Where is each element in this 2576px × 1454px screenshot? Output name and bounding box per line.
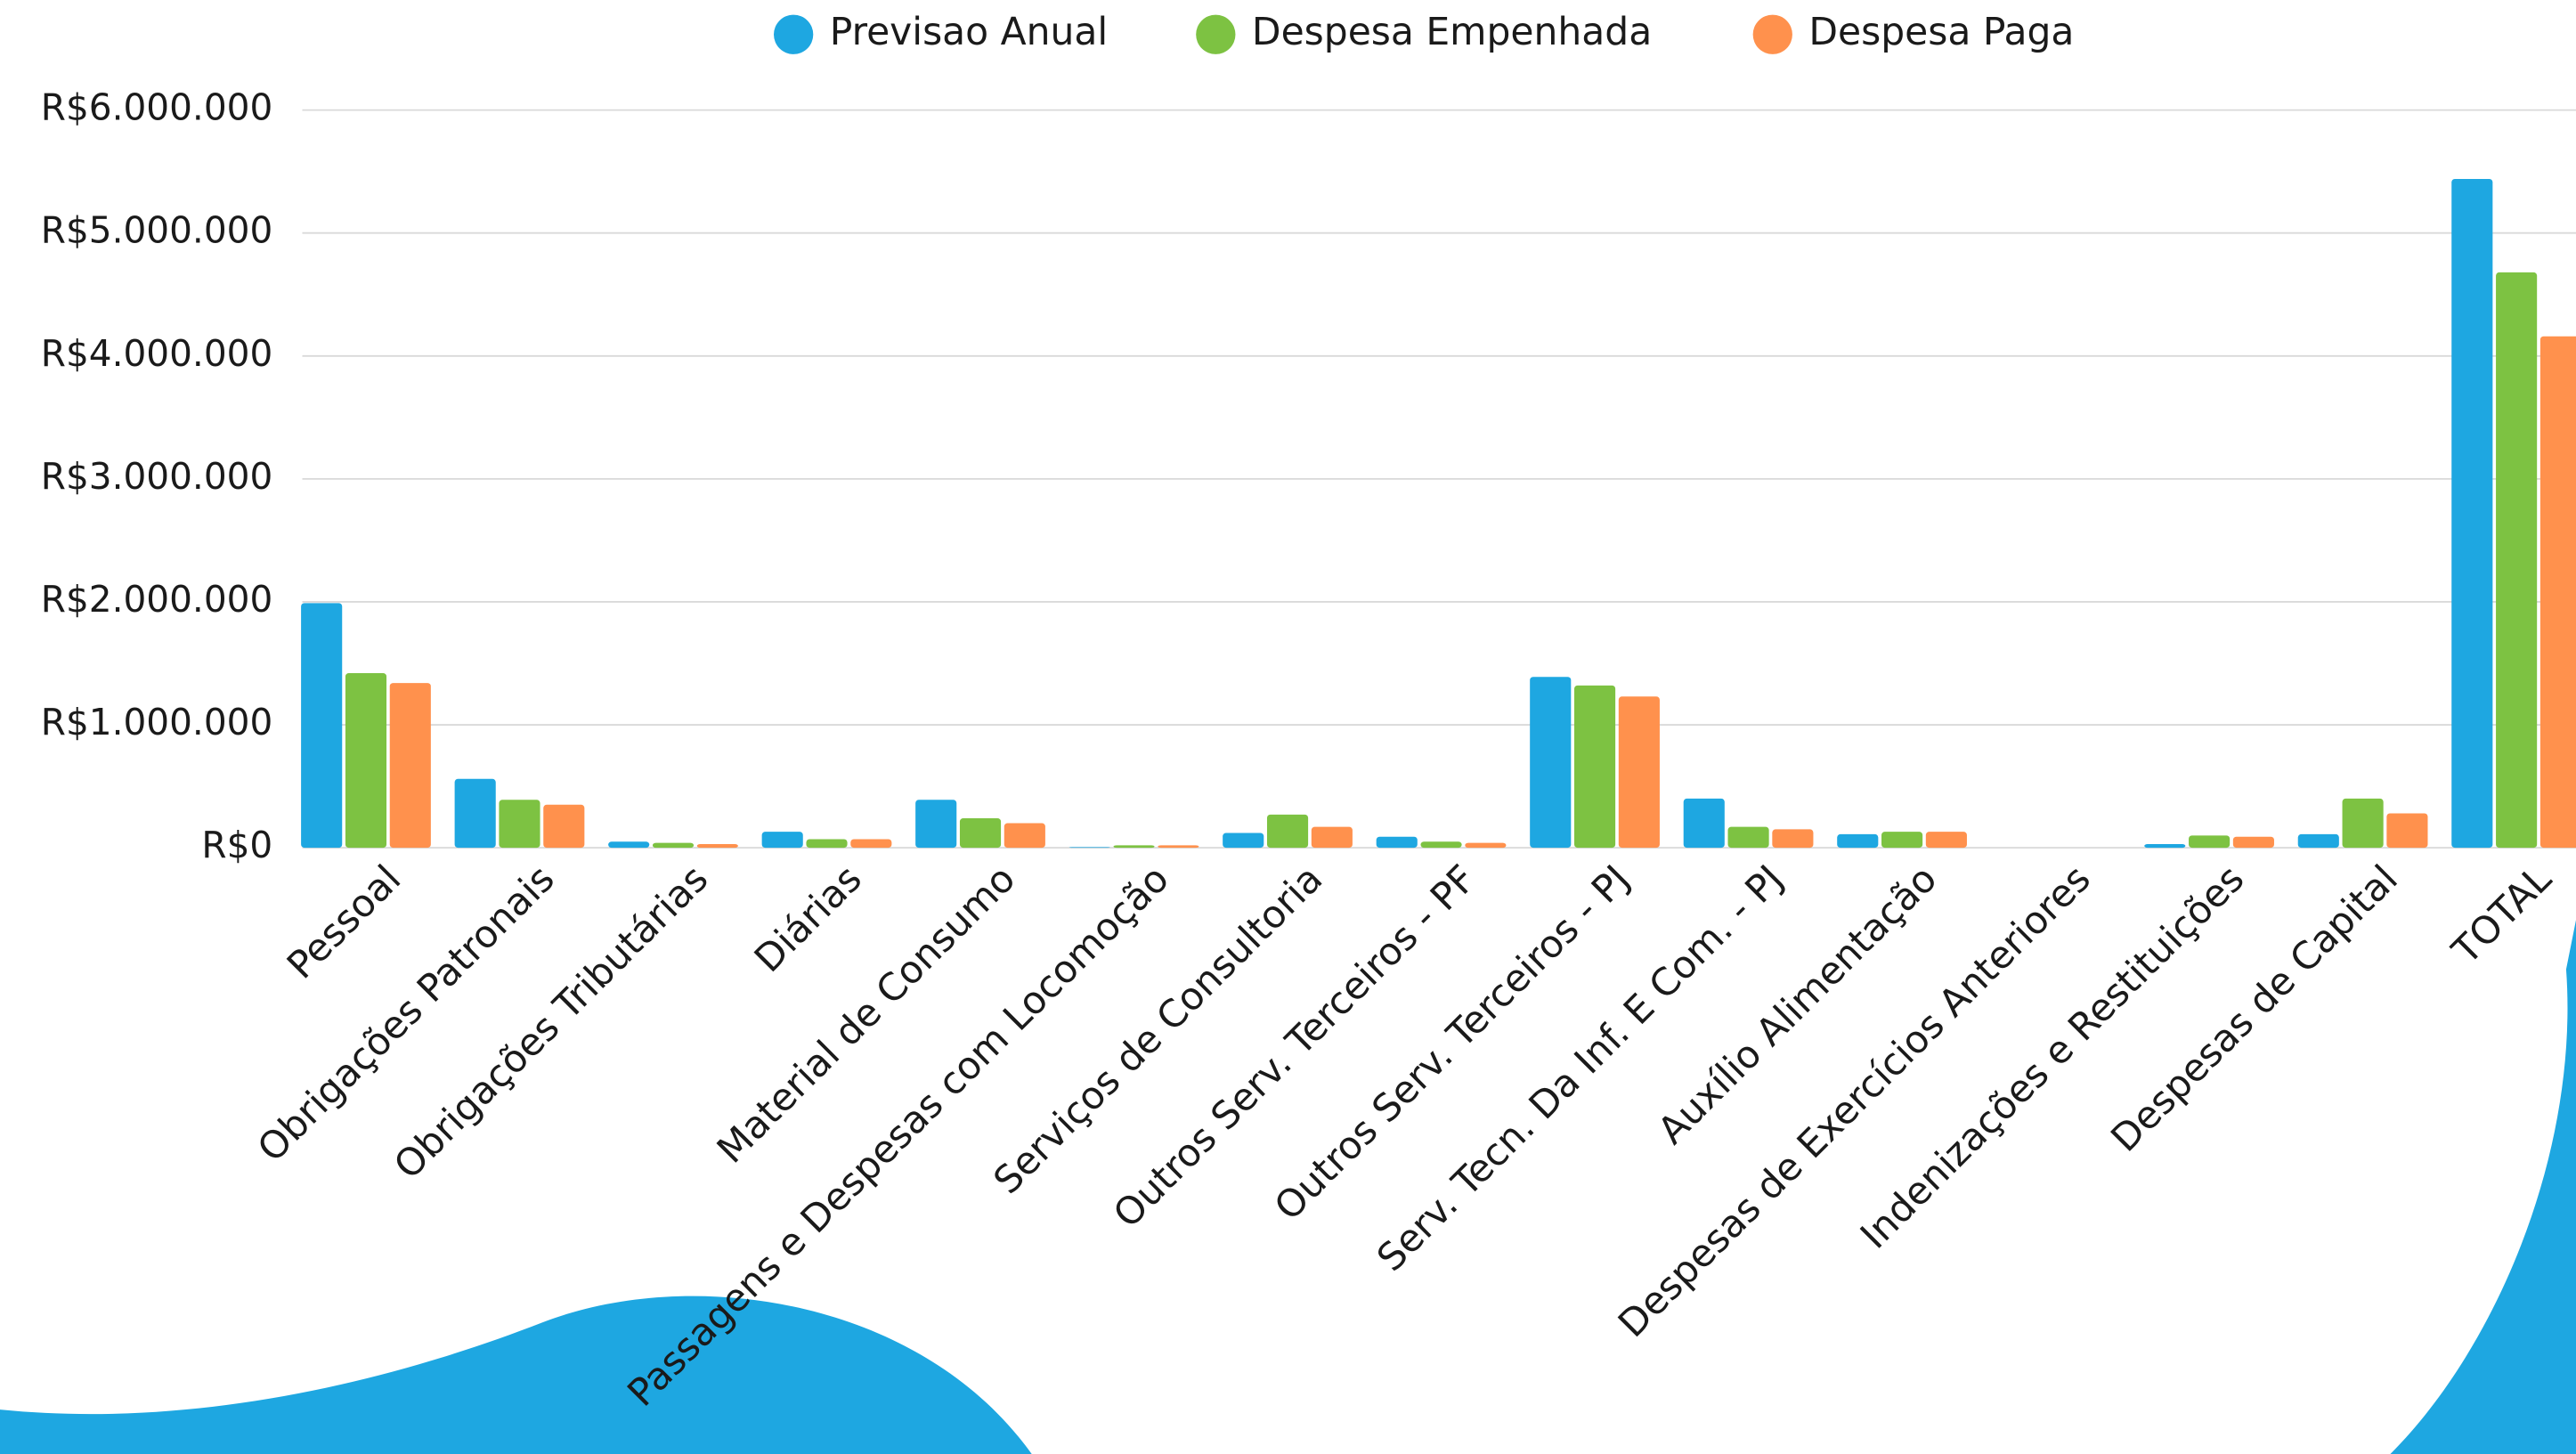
x-tick-label: TOTAL [2444, 857, 2561, 974]
bar [301, 603, 343, 849]
bar [1420, 841, 1462, 849]
legend-label: Despesa Paga [1808, 11, 2074, 54]
bar [1881, 832, 1923, 849]
legend-swatch [774, 14, 814, 54]
bar [1069, 847, 1110, 849]
plot-area: R$0 R$1.000.000 R$2.000.000 R$3.000.000 R$4.… [41, 11, 2576, 1416]
bar [389, 683, 431, 849]
bar [2297, 833, 2339, 849]
bar [1376, 836, 1418, 849]
x-tick-label: Obrigações Patronais [249, 857, 563, 1171]
bar [2539, 336, 2576, 849]
x-tick-label: Pessoal [280, 857, 410, 987]
legend-swatch [1196, 14, 1236, 54]
bar [1266, 814, 1309, 849]
bar [1837, 833, 1879, 849]
y-tick-label: R$1.000.000 [41, 701, 273, 743]
bar [608, 841, 650, 849]
bar [2342, 798, 2384, 849]
bar [1311, 826, 1353, 849]
bar [696, 843, 738, 849]
legend-label: Despesa Empenhada [1252, 11, 1652, 54]
bar [1223, 833, 1264, 849]
bar [915, 800, 957, 849]
bar [1772, 829, 1814, 849]
bar [2189, 835, 2231, 849]
y-tick-label: R$2.000.000 [41, 578, 273, 621]
x-tick-label: Obrigações Tributárias [386, 857, 717, 1188]
y-tick-label: R$3.000.000 [41, 455, 273, 498]
bar [1465, 842, 1507, 849]
x-tick-label: Diárias [746, 857, 870, 981]
bar [345, 673, 387, 849]
x-tick-label: Passagens e Despesas com Locomoção [620, 857, 1178, 1416]
bar [850, 839, 892, 849]
bar [1113, 845, 1155, 849]
bar [2496, 272, 2538, 849]
bar [761, 832, 803, 849]
bar [499, 800, 540, 849]
y-tick-label: R$4.000.000 [41, 332, 273, 375]
bar [2386, 813, 2428, 849]
y-tick-label: R$5.000.000 [41, 209, 273, 252]
bar [2144, 843, 2186, 849]
bar [454, 778, 496, 849]
bar [1683, 798, 1725, 849]
bar [1727, 826, 1769, 849]
legend-label: Previsao Anual [830, 11, 1108, 54]
x-tick-label: Serviços de Consultoria [986, 857, 1331, 1203]
y-tick-label: R$6.000.000 [41, 86, 273, 129]
decor-blob [2390, 920, 2576, 1454]
bar [806, 839, 848, 849]
bar [1530, 677, 1572, 849]
bar [2232, 836, 2274, 849]
bar [959, 817, 1002, 849]
bar [543, 804, 585, 849]
bar [2451, 178, 2493, 849]
bar [1573, 685, 1616, 849]
x-tick-label: Auxílio Alimentação [1650, 857, 1946, 1153]
bar [652, 842, 695, 849]
bar [1618, 696, 1660, 849]
bar [1158, 845, 1199, 849]
bar [1004, 823, 1045, 849]
legend-swatch [1752, 14, 1792, 54]
decor-blob [0, 1296, 1032, 1454]
y-tick-label: R$0 [201, 824, 272, 866]
x-tick-label: Despesas de Capital [2103, 857, 2407, 1161]
x-tick-label: Material de Consumo [710, 857, 1025, 1173]
bar [1925, 832, 1967, 849]
